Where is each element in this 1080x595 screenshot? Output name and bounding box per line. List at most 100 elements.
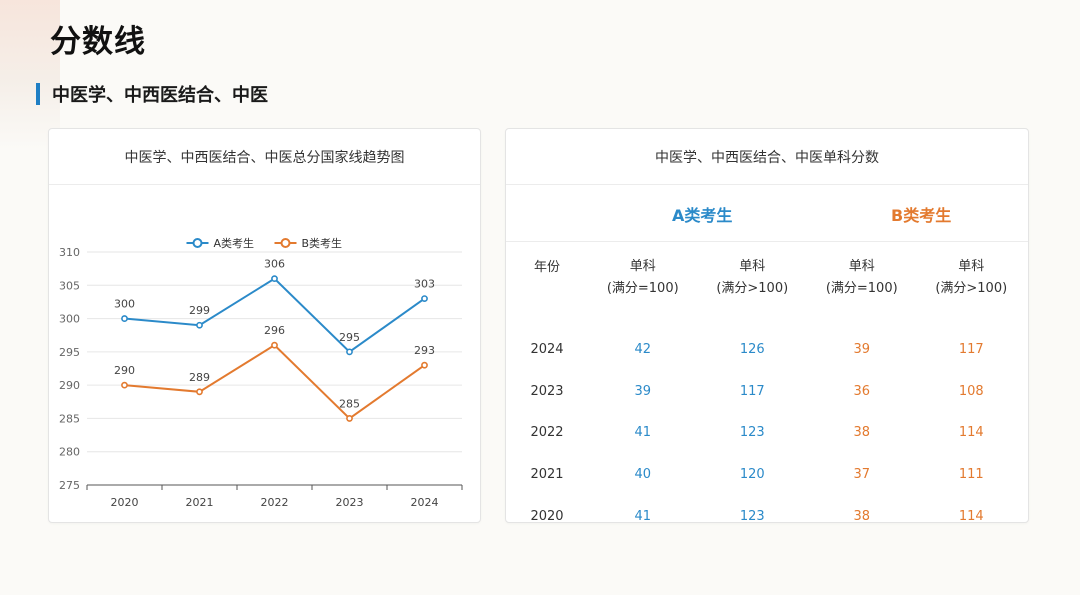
y-tick-label: 290: [59, 379, 80, 392]
data-label: 289: [189, 371, 210, 384]
table-row: 2020 41 123 38 114: [506, 495, 1026, 537]
a-eq100-cell: 42: [634, 342, 652, 358]
y-tick-label: 310: [59, 246, 80, 259]
data-point: [271, 341, 278, 349]
col-header-line2: (满分=100): [606, 281, 679, 296]
data-point: [421, 295, 428, 302]
series-line: [124, 277, 426, 354]
a-gt100-cell: 117: [739, 383, 765, 399]
data-label: 306: [264, 258, 285, 271]
data-label: 300: [114, 298, 135, 311]
data-point: [196, 321, 203, 329]
table-header-row: 年份 单科 (满分=100) 单科 (满分>100) 单科 (满分=100) 单科 (满…: [506, 241, 1026, 329]
data-label: 295: [339, 331, 360, 344]
col-header-line1: 单科: [848, 259, 875, 274]
section-heading: 中医学、中西医结合、中医: [36, 82, 268, 106]
data-point: [346, 415, 353, 422]
col-header-line2: (满分>100): [716, 281, 789, 296]
a-eq100-cell: 39: [634, 383, 652, 399]
y-tick-label: 295: [59, 346, 80, 359]
table-row: 2023 39 117 36 108: [506, 371, 1026, 413]
year-cell: 2020: [530, 508, 564, 524]
data-point: [346, 348, 353, 356]
data-label: 293: [414, 344, 435, 357]
data-label: 299: [189, 304, 210, 317]
b-gt100-cell: 114: [958, 508, 984, 524]
legend-item: B类考生: [274, 236, 342, 250]
year-cell: 2024: [530, 342, 564, 358]
a-eq100-cell: 41: [634, 425, 652, 441]
a-gt100-cell: 120: [739, 467, 765, 483]
group-a-label: A类考生: [672, 206, 733, 225]
group-header-row: A类考生 B类考生: [506, 185, 1028, 242]
data-label: 296: [264, 324, 285, 337]
table-row: 2022 41 123 38 114: [506, 412, 1026, 454]
data-point: [196, 388, 203, 396]
group-b-label: B类考生: [891, 206, 952, 225]
series-line: [124, 343, 426, 420]
legend-marker: [192, 238, 203, 248]
chart-legend: A类考生 B类考生: [186, 236, 342, 250]
a-gt100-cell: 126: [739, 342, 765, 358]
year-cell: 2023: [530, 383, 564, 399]
legend-marker: [280, 238, 291, 248]
a-gt100-cell: 123: [739, 508, 765, 524]
col-header-a-gt100: 单科 (满分>100): [698, 241, 808, 329]
table-row: 2021 40 120 37 111: [506, 454, 1026, 496]
b-eq100-cell: 38: [853, 508, 871, 524]
decorative-corner: [0, 0, 60, 150]
x-tick-label: 2024: [411, 496, 439, 509]
col-header-line1: 单科: [629, 259, 656, 274]
year-header: 年份: [533, 260, 560, 275]
y-tick-label: 275: [59, 479, 80, 492]
chart-data-labels: 300 299 306 295 303 290 289 296 285 293: [114, 258, 435, 411]
section-accent-bar: [36, 82, 40, 105]
col-header-b-gt100: 单科 (满分>100): [917, 241, 1027, 329]
scores-title: 中医学、中西医结合、中医单科分数: [506, 129, 1028, 185]
line-chart: A类考生 B类考生 275 280 285 290 295 300 305 310 2020 202…: [59, 236, 463, 509]
x-tick-label: 2021: [186, 496, 214, 509]
section-title: 中医学、中西医结合、中医: [52, 84, 268, 106]
data-point: [121, 315, 128, 322]
chart-card: 中医学、中西医结合、中医总分国家线趋势图 A类考生 B类考生 275 280 285 2…: [48, 128, 481, 523]
b-eq100-cell: 39: [853, 342, 871, 358]
x-tick-label: 2022: [261, 496, 289, 509]
col-header-a-eq100: 单科 (满分=100): [588, 241, 698, 329]
col-header-line2: (满分>100): [935, 281, 1008, 296]
b-gt100-cell: 114: [958, 425, 984, 441]
a-eq100-cell: 40: [634, 467, 652, 483]
data-point: [421, 361, 428, 369]
page-title: 分数线: [50, 24, 146, 60]
data-point: [121, 381, 128, 389]
year-cell: 2022: [530, 425, 564, 441]
chart-series: [121, 275, 428, 422]
a-eq100-cell: 41: [634, 508, 652, 524]
chart-title: 中医学、中西医结合、中医总分国家线趋势图: [49, 129, 480, 185]
y-tick-label: 285: [59, 412, 80, 425]
x-tick-label: 2023: [336, 496, 364, 509]
col-header-b-eq100: 单科 (满分=100): [807, 241, 917, 329]
data-label: 285: [339, 397, 360, 410]
table-row: 2024 42 126 39 117: [506, 329, 1026, 371]
col-header-line1: 单科: [958, 259, 985, 274]
x-tick-label: 2020: [111, 496, 139, 509]
legend-label: A类考生: [214, 236, 255, 250]
year-cell: 2021: [530, 467, 564, 483]
scores-table: 年份 单科 (满分=100) 单科 (满分>100) 单科 (满分=100) 单科 (满…: [506, 241, 1026, 537]
y-tick-label: 300: [59, 313, 80, 326]
scores-card: 中医学、中西医结合、中医单科分数 A类考生 B类考生 年份 单科 (满分=100)…: [505, 128, 1029, 524]
b-eq100-cell: 36: [853, 383, 871, 399]
b-eq100-cell: 37: [853, 467, 871, 483]
legend-item: A类考生: [186, 236, 255, 250]
data-label: 303: [414, 278, 435, 291]
a-gt100-cell: 123: [739, 425, 765, 441]
col-header-line2: (满分=100): [825, 281, 898, 296]
y-tick-label: 280: [59, 446, 80, 459]
col-header-line1: 单科: [739, 259, 766, 274]
y-tick-label: 305: [59, 279, 80, 292]
b-gt100-cell: 117: [958, 342, 984, 358]
data-point: [271, 275, 278, 283]
chart-axes: 275 280 285 290 295 300 305 310 2020 2021 2022 2023…: [59, 246, 463, 509]
data-label: 290: [114, 364, 135, 377]
b-gt100-cell: 108: [958, 383, 984, 399]
